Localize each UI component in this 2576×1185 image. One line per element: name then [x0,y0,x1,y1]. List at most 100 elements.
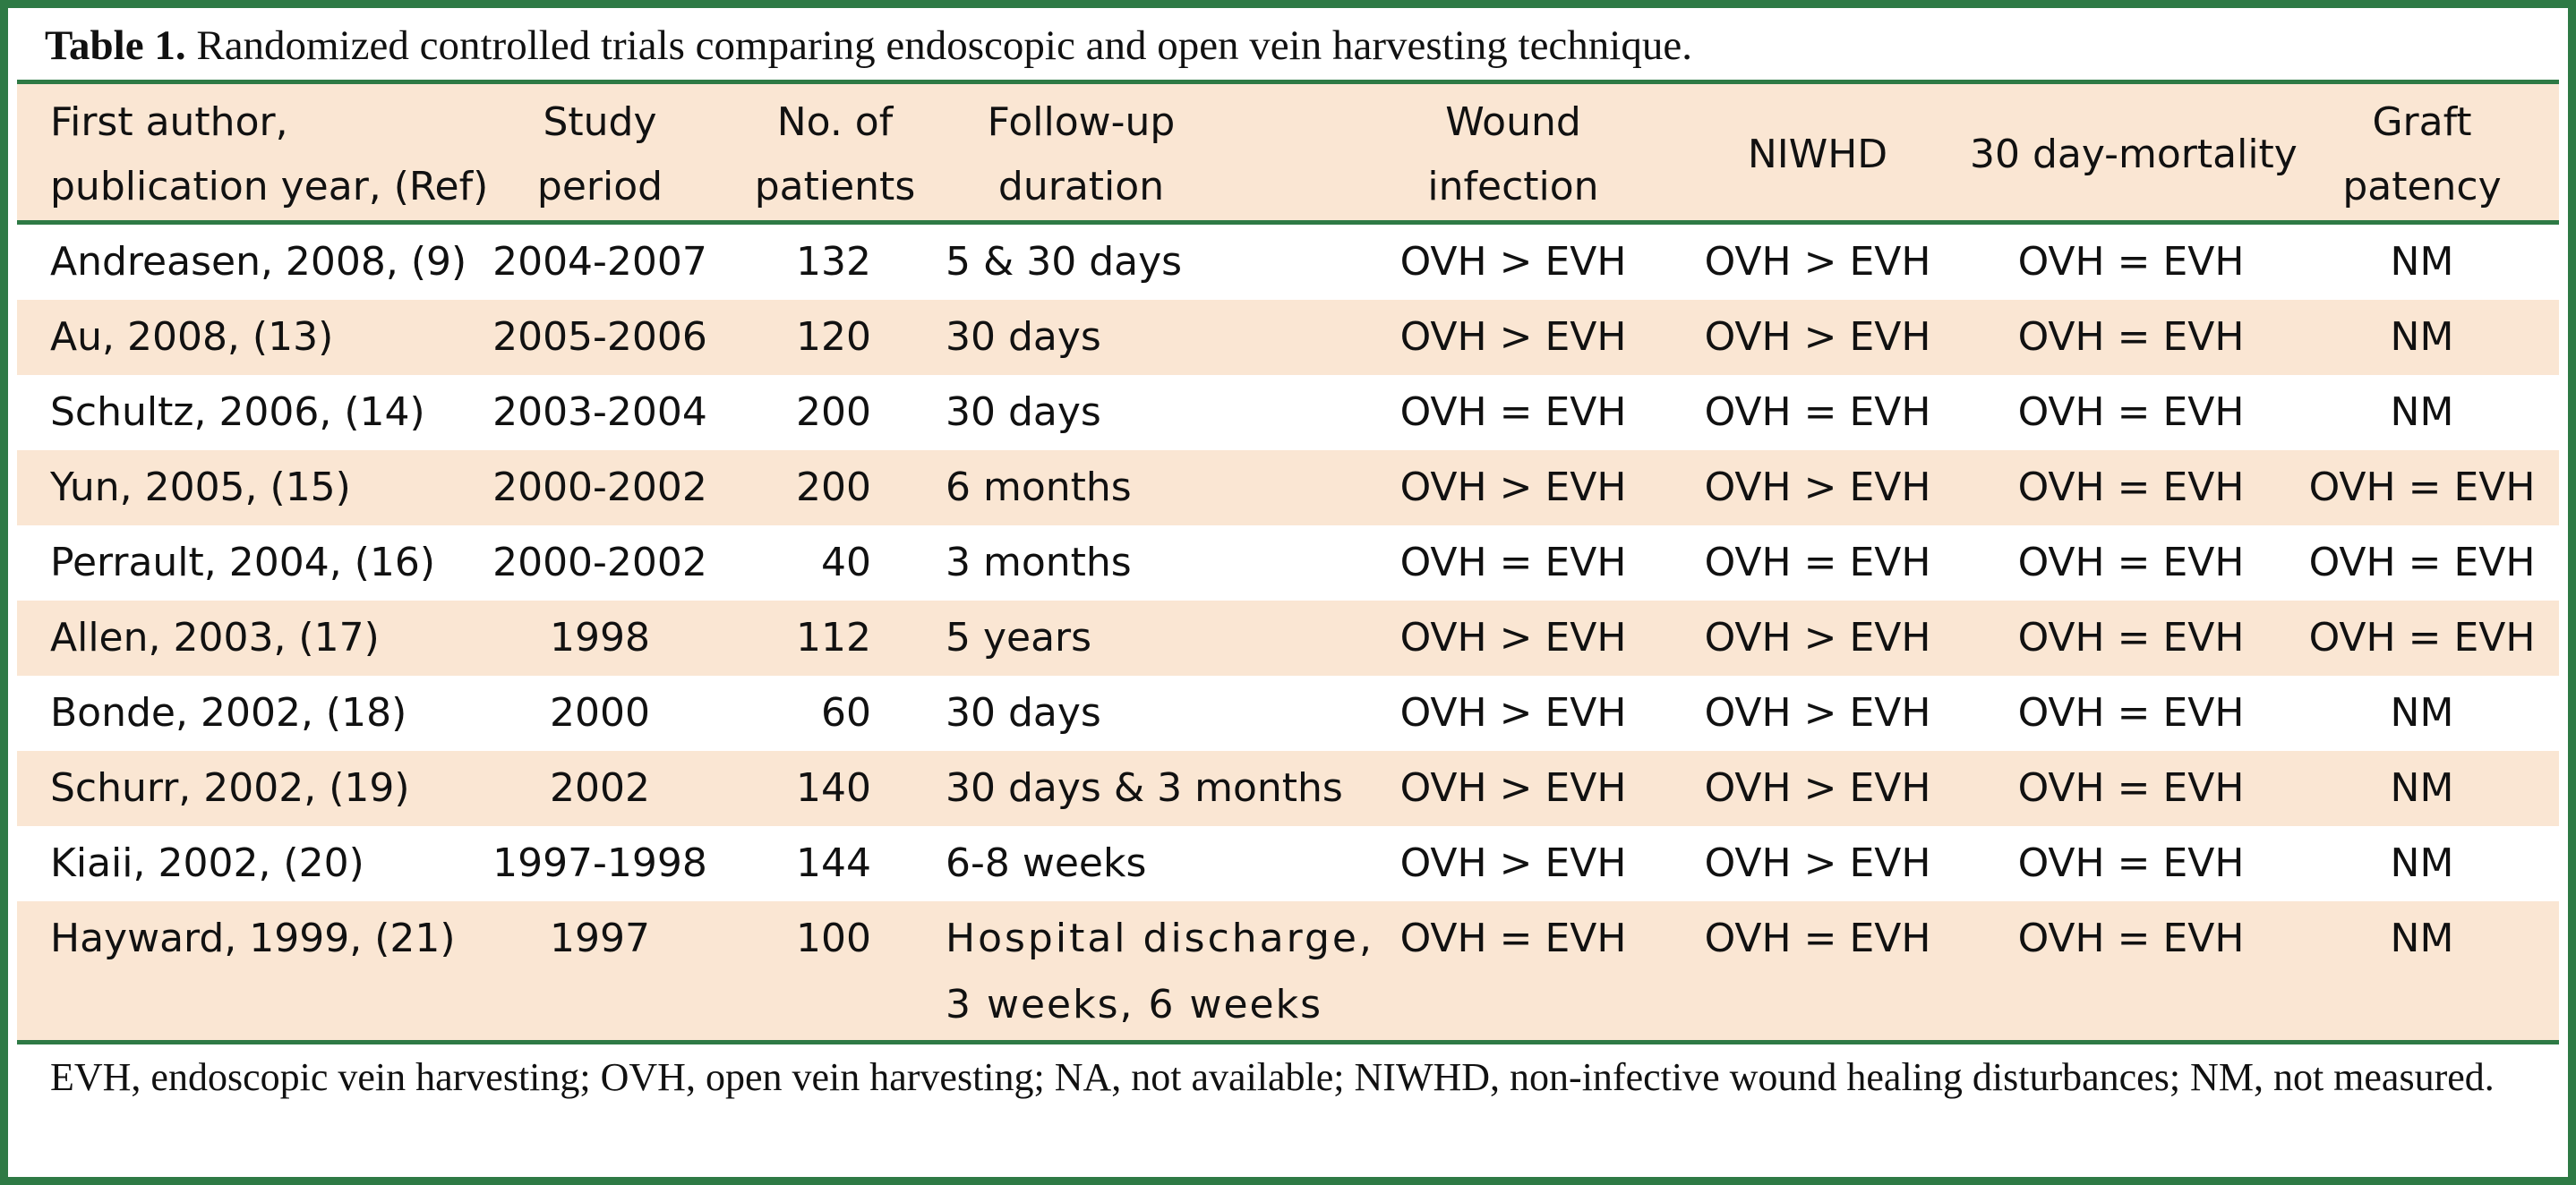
col-header-patients-line1: No. of [776,99,894,145]
cell-followup: 30 days [946,314,1101,360]
col-header-author-line2: publication year, (Ref) [50,164,489,209]
cell-period: 2002 [550,765,650,811]
cell-niwhd: OVH = EVH [1704,916,1931,961]
cell-patients: 112 [796,615,871,661]
cell-followup: 6-8 weeks [946,840,1147,886]
cell-mortality: OVH = EVH [2017,314,2245,360]
caption-label: Table 1. [45,22,186,69]
cell-wound: OVH > EVH [1399,765,1627,811]
row-band-10 [17,901,2559,1041]
cell-mortality: OVH = EVH [2017,690,2245,736]
cell-period: 2004-2007 [492,239,707,285]
cell-followup: 30 days & 3 months [946,765,1343,811]
cell-wound: OVH = EVH [1399,389,1627,435]
cell-patency: OVH = EVH [2308,465,2536,510]
cell-mortality: OVH = EVH [2017,389,2245,435]
cell-niwhd: OVH > EVH [1704,840,1931,886]
cell-patients: 60 [821,690,871,736]
cell-patency: OVH = EVH [2308,615,2536,661]
cell-author: Perrault, 2004, (16) [50,540,436,585]
cell-author: Bonde, 2002, (18) [50,690,407,736]
col-header-patency-line1: Graft [2372,99,2472,145]
col-header-patency-line2: patency [2342,164,2502,209]
cell-followup: 5 & 30 days [946,239,1183,285]
col-header-wound-line2: infection [1427,164,1599,209]
cell-period: 2000 [550,690,650,736]
cell-author: Kiaii, 2002, (20) [50,840,364,886]
cell-patency: NM [2390,690,2454,736]
cell-niwhd: OVH > EVH [1704,239,1931,285]
cell-followup: 6 months [946,465,1132,510]
cell-period: 1997 [550,916,650,961]
col-header-author-line1: First author, [50,99,288,145]
cell-period: 2005-2006 [492,314,707,360]
cell-wound: OVH > EVH [1399,840,1627,886]
cell-followup: 5 years [946,615,1092,661]
cell-patency: NM [2390,840,2454,886]
row-band-4 [17,450,2559,525]
cell-author: Yun, 2005, (15) [50,465,351,510]
cell-patency: NM [2390,389,2454,435]
cell-mortality: OVH = EVH [2017,239,2245,285]
cell-niwhd: OVH > EVH [1704,765,1931,811]
row-band-2 [17,300,2559,375]
header-rule [17,220,2559,225]
cell-author: Hayward, 1999, (21) [50,916,456,961]
row-band-6 [17,601,2559,676]
cell-wound: OVH = EVH [1399,540,1627,585]
col-header-wound-line1: Wound [1445,99,1581,145]
cell-niwhd: OVH > EVH [1704,615,1931,661]
cell-mortality: OVH = EVH [2017,840,2245,886]
cell-period: 2000-2002 [492,465,707,510]
cell-patency: OVH = EVH [2308,540,2536,585]
cell-patency: NM [2390,765,2454,811]
cell-patients: 140 [796,765,871,811]
cell-patients: 100 [796,916,871,961]
cell-wound: OVH > EVH [1399,615,1627,661]
col-header-patients-line2: patients [754,164,916,209]
cell-wound: OVH > EVH [1399,314,1627,360]
cell-mortality: OVH = EVH [2017,540,2245,585]
cell-followup: Hospital discharge, [946,916,1374,961]
cell-wound: OVH > EVH [1399,465,1627,510]
caption-text: Randomized controlled trials comparing e… [196,22,1692,69]
cell-followup: 3 months [946,540,1132,585]
cell-author: Allen, 2003, (17) [50,615,380,661]
col-header-mortality: 30 day-mortality [1970,132,2298,177]
cell-patients: 200 [796,465,871,510]
cell-followup-line2: 3 weeks, 6 weeks [946,982,1322,1027]
cell-patients: 120 [796,314,871,360]
cell-patients: 132 [796,239,871,285]
cell-mortality: OVH = EVH [2017,765,2245,811]
row-band-8 [17,751,2559,826]
cell-mortality: OVH = EVH [2017,615,2245,661]
cell-niwhd: OVH = EVH [1704,540,1931,585]
cell-patency: NM [2390,314,2454,360]
header-band [17,84,2559,221]
cell-niwhd: OVH > EVH [1704,314,1931,360]
cell-patients: 200 [796,389,871,435]
cell-period: 1998 [550,615,650,661]
bottom-rule [17,1040,2559,1044]
cell-followup: 30 days [946,690,1101,736]
col-header-followup-line1: Follow-up [987,99,1176,145]
cell-patency: NM [2390,239,2454,285]
cell-wound: OVH > EVH [1399,239,1627,285]
cell-wound: OVH = EVH [1399,916,1627,961]
cell-niwhd: OVH > EVH [1704,465,1931,510]
cell-wound: OVH > EVH [1399,690,1627,736]
cell-patients: 144 [796,840,871,886]
col-header-period-line2: period [536,164,663,209]
cell-mortality: OVH = EVH [2017,916,2245,961]
cell-author: Schurr, 2002, (19) [50,765,410,811]
top-rule [17,80,2559,84]
cell-author: Au, 2008, (13) [50,314,334,360]
col-header-niwhd: NIWHD [1747,132,1888,177]
cell-niwhd: OVH = EVH [1704,389,1931,435]
cell-author: Andreasen, 2008, (9) [50,239,467,285]
cell-period: 2003-2004 [492,389,707,435]
cell-followup: 30 days [946,389,1101,435]
cell-period: 2000-2002 [492,540,707,585]
cell-niwhd: OVH > EVH [1704,690,1931,736]
col-header-period-line1: Study [543,99,657,145]
